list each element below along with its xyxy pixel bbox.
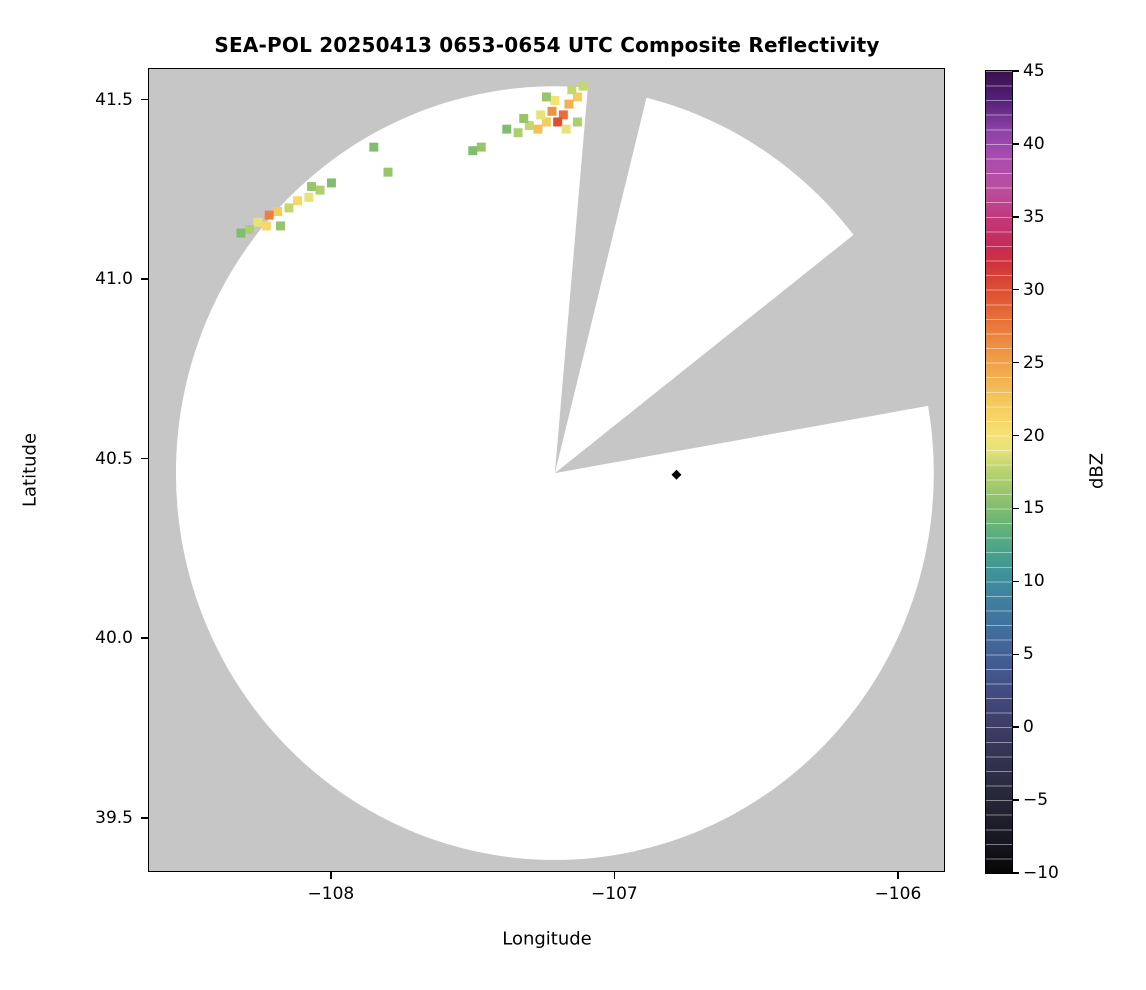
reflectivity-cell <box>578 81 588 91</box>
reflectivity-cell <box>236 228 246 238</box>
reflectivity-cell <box>572 92 582 102</box>
y-tick-label: 41.0 <box>95 269 133 290</box>
colorbar-tick-label: −5 <box>1023 790 1049 811</box>
blocked-sector <box>554 191 944 474</box>
y-tick-mark <box>141 98 148 101</box>
reflectivity-cell <box>369 142 379 152</box>
reflectivity-cell <box>558 110 568 120</box>
colorbar-tick-mark <box>1013 726 1019 728</box>
reflectivity-cell <box>550 96 560 106</box>
radar-ppi-plot <box>149 69 944 871</box>
reflectivity-cell <box>264 210 274 220</box>
reflectivity-cell <box>244 225 254 234</box>
colorbar-tick-mark <box>1013 507 1019 510</box>
x-axis-label: Longitude <box>502 928 592 950</box>
colorbar-tick-label: 30 <box>1023 279 1045 300</box>
reflectivity-cell <box>564 99 574 109</box>
colorbar-tick-mark <box>1013 288 1019 291</box>
colorbar-tick-label: 5 <box>1023 644 1034 665</box>
reflectivity-cell <box>383 167 393 177</box>
y-tick-label: 40.0 <box>95 628 133 649</box>
reflectivity-cell <box>275 221 285 231</box>
reflectivity-cell <box>253 217 263 227</box>
reflectivity-cell <box>273 207 283 217</box>
colorbar-tick-label: 25 <box>1023 352 1045 373</box>
reflectivity-cell <box>315 185 325 195</box>
reflectivity-cell <box>533 124 543 134</box>
reflectivity-cell <box>524 121 534 131</box>
plot-area <box>148 68 945 872</box>
colorbar-tick-label: 35 <box>1023 206 1045 227</box>
colorbar-tick-mark <box>1013 216 1019 218</box>
y-tick-mark <box>141 278 148 280</box>
colorbar-segments <box>986 71 1012 873</box>
reflectivity-cell <box>293 196 303 206</box>
reflectivity-cell <box>476 142 486 152</box>
colorbar-label: dBZ <box>1086 452 1108 490</box>
reflectivity-cell <box>468 146 478 156</box>
y-tick-label: 40.5 <box>95 448 133 469</box>
reflectivity-cell <box>553 117 563 127</box>
y-tick-label: 39.5 <box>95 807 133 828</box>
reflectivity-cell <box>567 85 577 95</box>
x-tick-mark <box>330 872 332 879</box>
reflectivity-cell <box>304 192 314 202</box>
y-tick-label: 41.5 <box>95 89 133 110</box>
colorbar-tick-mark <box>1013 799 1019 801</box>
colorbar-tick-label: −10 <box>1023 863 1059 883</box>
colorbar-tick-label: 0 <box>1023 717 1034 738</box>
y-tick-mark <box>141 457 148 460</box>
colorbar-tick-mark <box>1013 70 1019 72</box>
reflectivity-cell <box>326 178 336 188</box>
chart-title: SEA-POL 20250413 0653-0654 UTC Composite… <box>214 33 880 57</box>
reflectivity-cell <box>572 117 582 127</box>
colorbar-tick-label: 10 <box>1023 571 1045 592</box>
reflectivity-cell <box>541 117 551 127</box>
reflectivity-cell <box>513 128 523 138</box>
colorbar-tick-mark <box>1013 580 1019 583</box>
y-axis-label: Latitude <box>19 432 41 508</box>
x-tick-label: −106 <box>874 884 922 904</box>
reflectivity-cell <box>502 124 512 134</box>
colorbar-tick-mark <box>1013 143 1019 145</box>
x-tick-mark <box>613 872 616 879</box>
reflectivity-cell <box>547 106 557 116</box>
y-tick-mark <box>141 637 148 639</box>
colorbar-tick-label: 20 <box>1023 425 1045 446</box>
x-tick-mark <box>897 872 899 879</box>
reflectivity-cell <box>261 221 271 231</box>
reflectivity-cell <box>307 182 317 191</box>
colorbar <box>985 70 1013 874</box>
x-tick-label: −108 <box>307 884 355 904</box>
colorbar-tick-label: 40 <box>1023 133 1045 154</box>
reflectivity-cell <box>536 110 546 120</box>
reflectivity-cell <box>284 203 294 213</box>
x-tick-label: −107 <box>591 884 638 904</box>
colorbar-tick-mark <box>1013 653 1019 656</box>
reflectivity-cell <box>561 124 571 134</box>
colorbar-tick-label: 15 <box>1023 498 1045 519</box>
y-tick-mark <box>141 817 148 819</box>
radar-coverage-circle <box>175 86 934 860</box>
colorbar-tick-mark <box>1013 434 1019 437</box>
colorbar-tick-mark <box>1013 872 1019 874</box>
colorbar-tick-mark <box>1013 361 1019 364</box>
colorbar-gradient <box>986 71 1012 873</box>
colorbar-tick-label: 45 <box>1023 61 1045 81</box>
reflectivity-cell <box>541 92 551 102</box>
reflectivity-cell <box>519 113 529 123</box>
